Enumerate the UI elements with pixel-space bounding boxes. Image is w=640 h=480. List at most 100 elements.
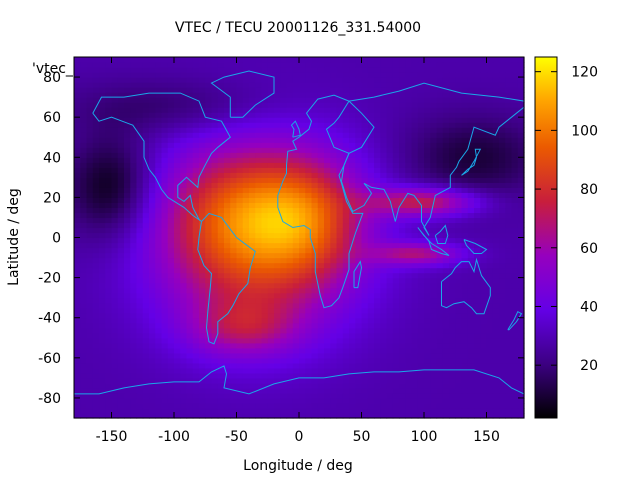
heatmap-cell	[499, 207, 506, 214]
heatmap-cell	[80, 252, 88, 259]
heatmap-cell	[455, 227, 463, 234]
heatmap-cell	[99, 287, 106, 294]
heatmap-cell	[274, 402, 281, 409]
heatmap-cell	[486, 202, 494, 209]
heatmap-cell	[261, 377, 269, 384]
heatmap-cell	[180, 142, 188, 148]
heatmap-cell	[80, 142, 88, 148]
heatmap-cell	[505, 132, 513, 138]
heatmap-cell	[155, 132, 163, 138]
heatmap-cell	[436, 272, 444, 279]
heatmap-cell	[111, 407, 119, 414]
heatmap-cell	[505, 327, 513, 334]
heatmap-cell	[205, 192, 213, 198]
heatmap-cell	[355, 262, 363, 269]
heatmap-cell	[92, 132, 100, 138]
heatmap-cell	[374, 222, 381, 229]
heatmap-cell	[161, 337, 169, 344]
heatmap-cell	[130, 212, 138, 219]
heatmap-cell	[242, 337, 250, 344]
heatmap-cell	[442, 147, 450, 153]
heatmap-cell	[130, 87, 138, 93]
heatmap-cell	[355, 227, 363, 234]
heatmap-cell	[111, 72, 119, 78]
heatmap-cell	[86, 317, 94, 324]
heatmap-cell	[330, 322, 338, 329]
heatmap-cell	[342, 277, 350, 284]
heatmap-cell	[486, 402, 494, 409]
heatmap-cell	[199, 247, 206, 254]
heatmap-cell	[149, 67, 156, 73]
heatmap-cell	[424, 112, 431, 118]
heatmap-cell	[374, 297, 381, 304]
heatmap-cell	[211, 87, 219, 93]
heatmap-cell	[505, 87, 513, 93]
heatmap-cell	[349, 282, 356, 289]
heatmap-cell	[349, 372, 356, 379]
heatmap-cell	[349, 382, 356, 389]
heatmap-cell	[111, 202, 119, 209]
heatmap-cell	[142, 202, 150, 209]
heatmap-cell	[355, 382, 363, 389]
heatmap-cell	[142, 182, 150, 188]
heatmap-cell	[299, 172, 306, 178]
heatmap-cell	[442, 297, 450, 304]
heatmap-cell	[505, 197, 513, 203]
heatmap-cell	[99, 402, 106, 409]
heatmap-cell	[155, 357, 163, 364]
heatmap-cell	[330, 282, 338, 289]
heatmap-cell	[411, 222, 419, 229]
heatmap-cell	[149, 227, 156, 234]
heatmap-cell	[211, 232, 219, 239]
heatmap-cell	[330, 312, 338, 319]
heatmap-cell	[386, 192, 394, 198]
heatmap-cell	[486, 122, 494, 128]
heatmap-cell	[292, 252, 300, 259]
heatmap-cell	[111, 142, 119, 148]
heatmap-cell	[499, 337, 506, 344]
heatmap-cell	[192, 197, 200, 203]
heatmap-cell	[380, 112, 388, 118]
heatmap-cell	[430, 282, 438, 289]
heatmap-cell	[211, 277, 219, 284]
heatmap-cell	[486, 112, 494, 118]
heatmap-cell	[486, 302, 494, 309]
heatmap-cell	[192, 342, 200, 349]
heatmap-cell	[205, 262, 213, 269]
heatmap-cell	[342, 342, 350, 349]
heatmap-cell	[99, 277, 106, 284]
heatmap-cell	[399, 122, 406, 128]
heatmap-cell	[205, 87, 213, 93]
heatmap-cell	[130, 152, 138, 158]
heatmap-cell	[461, 142, 469, 148]
heatmap-cell	[349, 177, 356, 183]
heatmap-cell	[80, 197, 88, 203]
heatmap-cell	[392, 242, 400, 249]
heatmap-cell	[136, 392, 144, 399]
heatmap-cell	[205, 327, 213, 334]
heatmap-cell	[517, 377, 525, 384]
heatmap-cell	[149, 142, 156, 148]
heatmap-cell	[305, 227, 313, 234]
heatmap-cell	[299, 82, 306, 88]
heatmap-cell	[330, 287, 338, 294]
heatmap-cell	[217, 412, 225, 419]
heatmap-cell	[155, 267, 163, 274]
heatmap-cell	[499, 327, 506, 334]
heatmap-cell	[217, 357, 225, 364]
heatmap-cell	[286, 407, 294, 414]
heatmap-cell	[167, 217, 175, 224]
heatmap-cell	[224, 277, 231, 284]
heatmap-cell	[511, 237, 519, 244]
heatmap-cell	[136, 147, 144, 153]
heatmap-cell	[424, 272, 431, 279]
heatmap-cell	[317, 197, 325, 203]
heatmap-cell	[242, 202, 250, 209]
heatmap-cell	[511, 392, 519, 399]
heatmap-cell	[411, 182, 419, 188]
heatmap-cell	[399, 392, 406, 399]
heatmap-cell	[411, 372, 419, 379]
heatmap-cell	[505, 302, 513, 309]
heatmap-cell	[161, 262, 169, 269]
heatmap-cell	[286, 377, 294, 384]
